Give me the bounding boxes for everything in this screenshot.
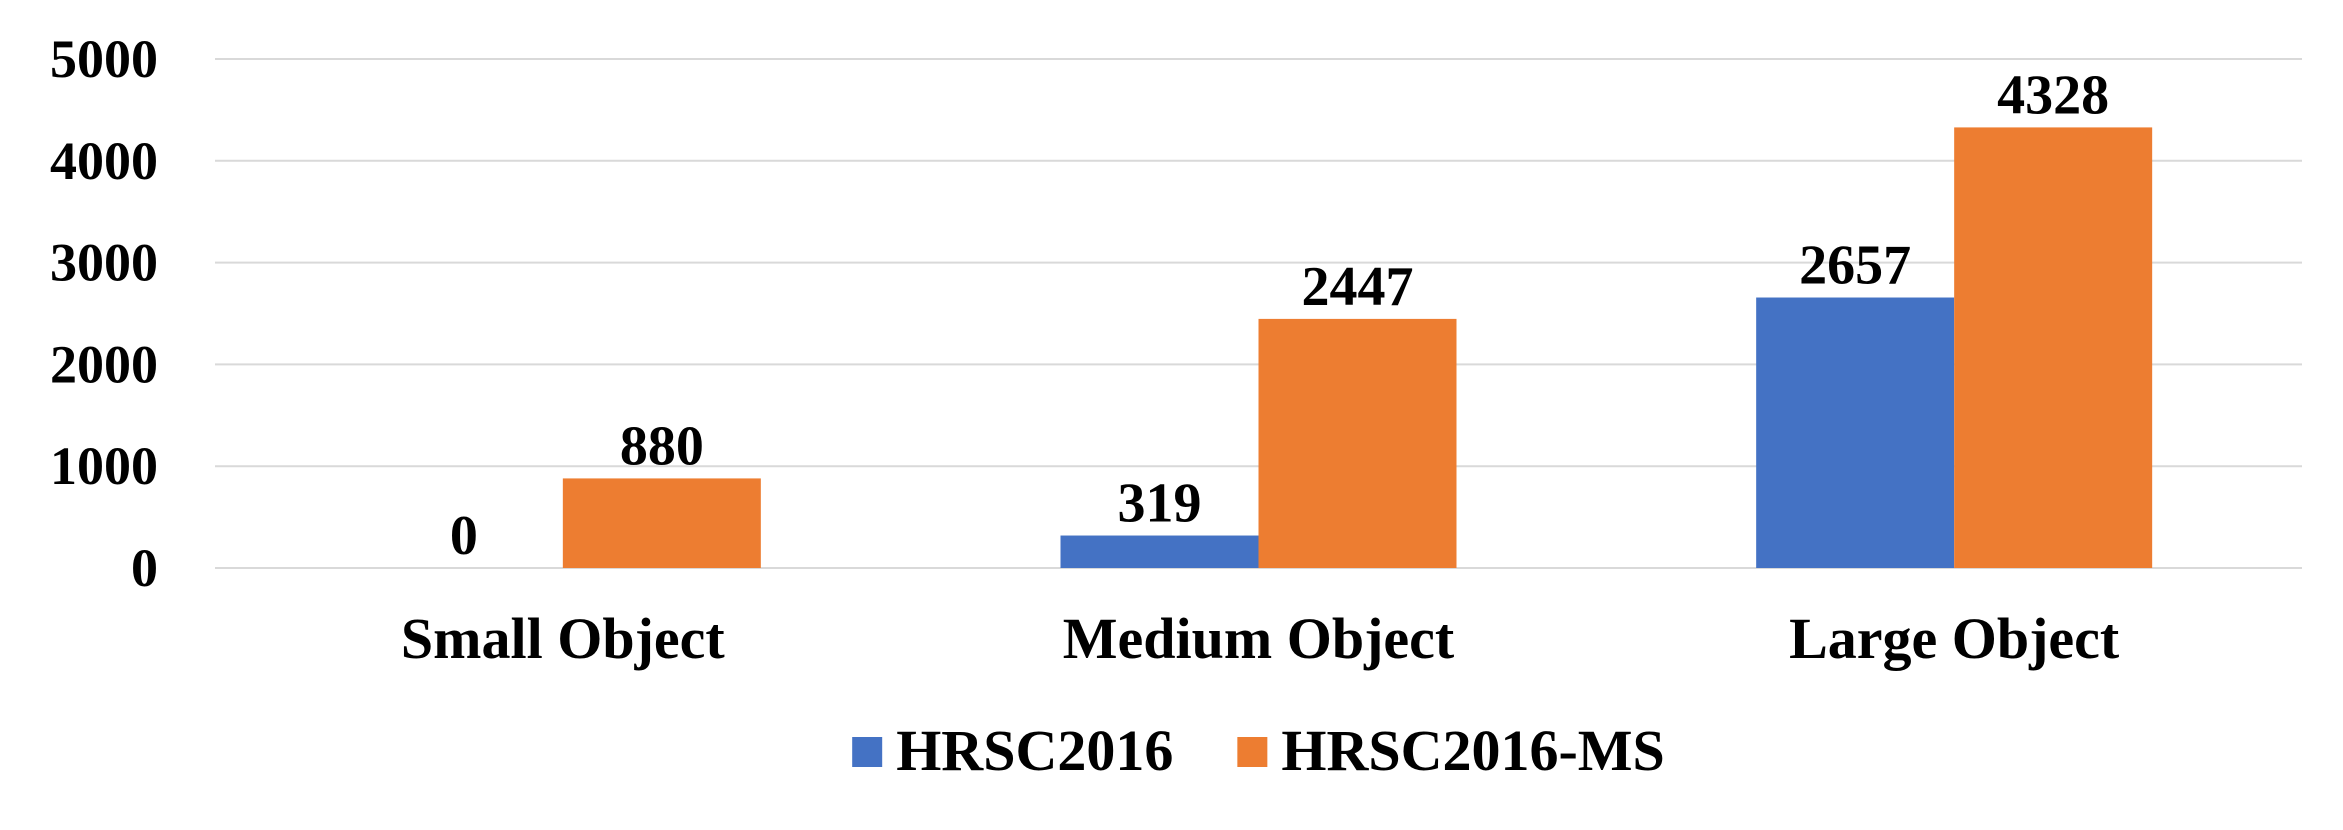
data-label: 2657 — [1799, 235, 1911, 297]
bar — [1756, 297, 1955, 568]
y-tick-label: 4000 — [50, 131, 158, 191]
data-label: 4328 — [1997, 64, 2109, 126]
y-tick-label: 3000 — [50, 233, 158, 293]
legend-label: HRSC2016-MS — [1281, 718, 1664, 783]
legend-label: HRSC2016 — [896, 718, 1173, 783]
x-tick-label: Small Object — [401, 606, 725, 671]
legend-swatch — [1237, 737, 1268, 767]
bar — [1954, 127, 2153, 568]
data-label: 880 — [620, 415, 704, 477]
x-tick-label: Large Object — [1789, 606, 2120, 671]
bar — [1258, 318, 1457, 568]
data-label: 0 — [450, 505, 478, 567]
data-label: 2447 — [1302, 256, 1414, 318]
y-tick-label: 0 — [131, 538, 158, 598]
legend-swatch — [852, 737, 883, 767]
bar — [1060, 535, 1259, 568]
bar — [562, 478, 761, 568]
y-tick-label: 5000 — [50, 29, 158, 89]
y-tick-label: 1000 — [50, 436, 158, 496]
y-tick-label: 2000 — [50, 334, 158, 394]
data-label: 319 — [1118, 473, 1202, 535]
x-tick-label: Medium Object — [1063, 606, 1455, 671]
